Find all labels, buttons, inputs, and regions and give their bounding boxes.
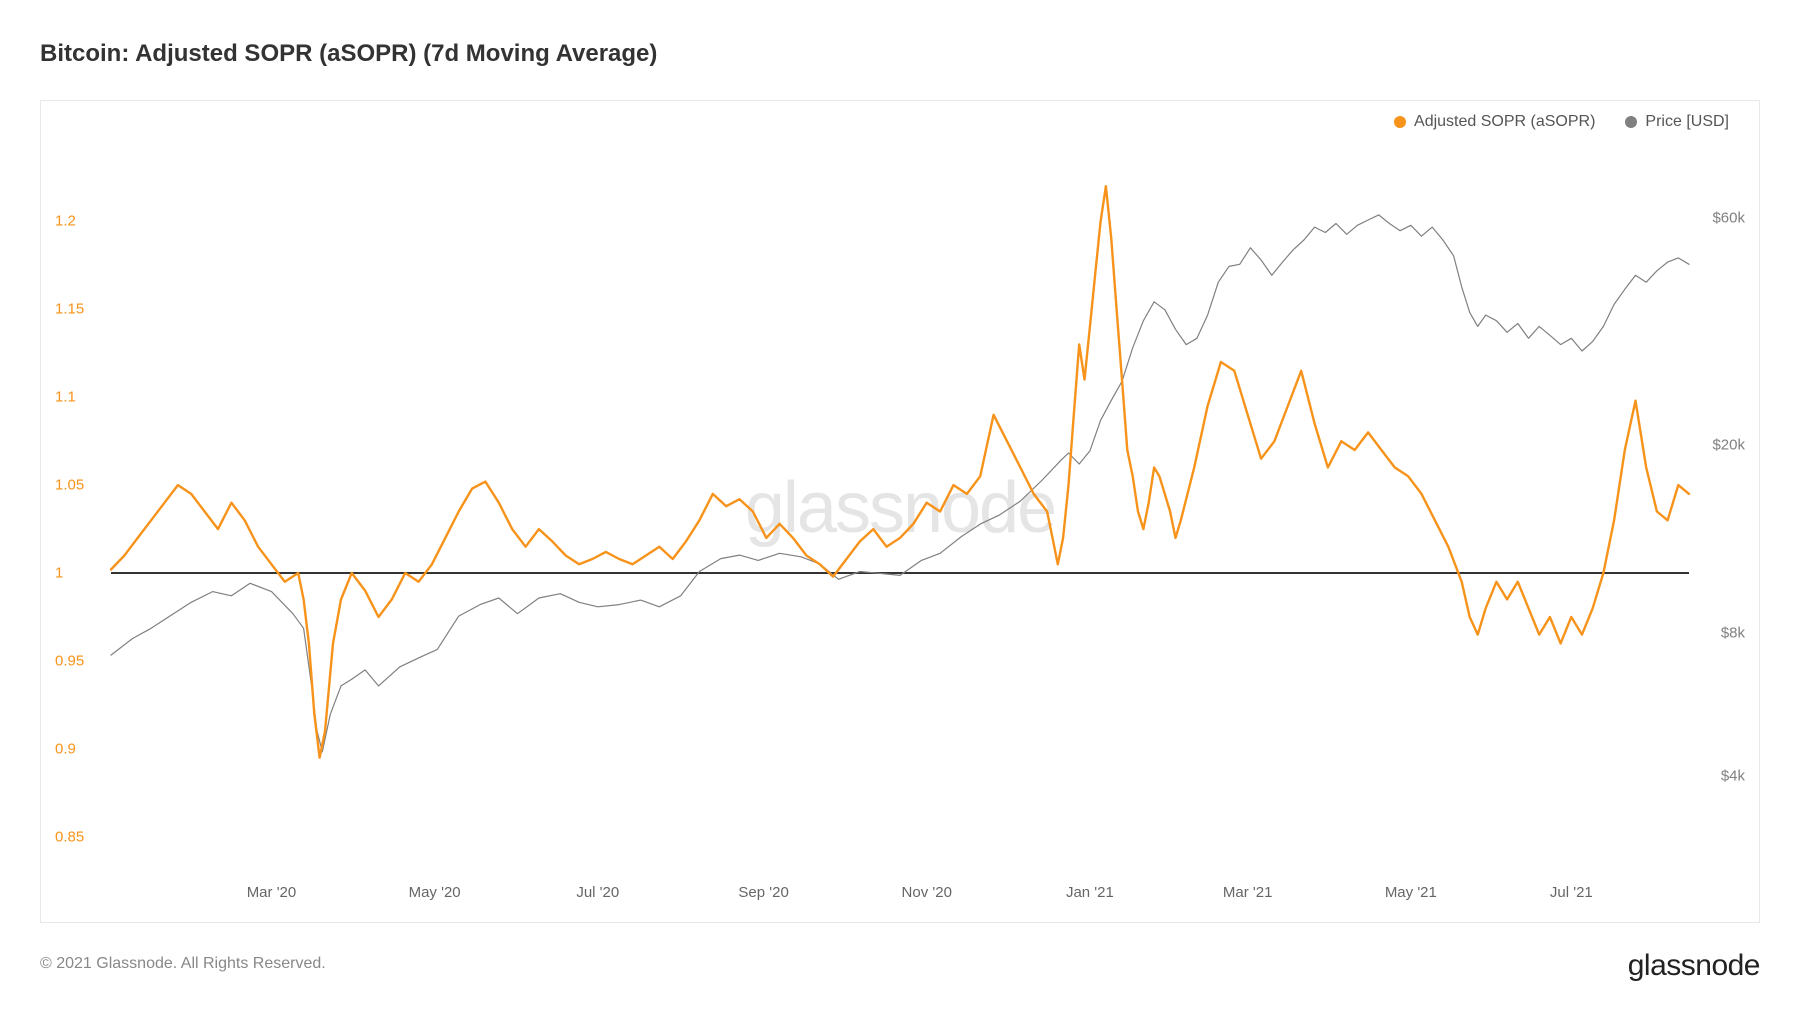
y-right-tick-label: $4k bbox=[1721, 768, 1745, 785]
x-tick-label: Nov '20 bbox=[902, 884, 952, 901]
x-tick-label: Jul '20 bbox=[576, 884, 619, 901]
brand-logo: glassnode bbox=[1628, 949, 1760, 983]
y-left-tick-label: 1.05 bbox=[55, 477, 84, 494]
x-tick-label: May '20 bbox=[409, 884, 461, 901]
y-left-tick-label: 0.85 bbox=[55, 828, 84, 845]
chart-area: glassnode Adjusted SOPR (aSOPR) Price [U… bbox=[40, 100, 1760, 923]
plot-svg bbox=[41, 101, 1759, 922]
y-left-tick-label: 0.9 bbox=[55, 740, 76, 757]
x-tick-label: Mar '21 bbox=[1223, 884, 1273, 901]
y-right-tick-label: $20k bbox=[1712, 436, 1745, 453]
y-left-tick-label: 1.2 bbox=[55, 213, 76, 230]
y-right-tick-label: $60k bbox=[1712, 210, 1745, 227]
y-left-tick-label: 0.95 bbox=[55, 652, 84, 669]
x-tick-label: Sep '20 bbox=[738, 884, 788, 901]
x-tick-label: Jul '21 bbox=[1550, 884, 1593, 901]
x-tick-label: Jan '21 bbox=[1066, 884, 1114, 901]
chart-title: Bitcoin: Adjusted SOPR (aSOPR) (7d Movin… bbox=[40, 40, 657, 68]
x-tick-label: May '21 bbox=[1385, 884, 1437, 901]
y-left-tick-label: 1.15 bbox=[55, 301, 84, 318]
copyright: © 2021 Glassnode. All Rights Reserved. bbox=[40, 955, 326, 973]
y-left-tick-label: 1 bbox=[55, 565, 63, 582]
y-left-tick-label: 1.1 bbox=[55, 389, 76, 406]
x-tick-label: Mar '20 bbox=[247, 884, 297, 901]
y-right-tick-label: $8k bbox=[1721, 625, 1745, 642]
